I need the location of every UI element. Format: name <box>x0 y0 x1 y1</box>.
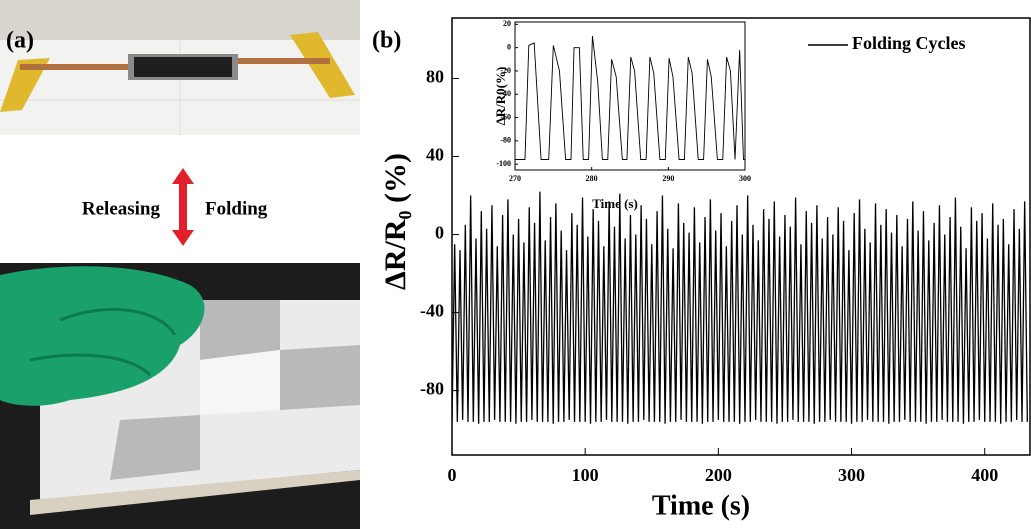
y-tick-label: 0 <box>507 42 511 51</box>
x-axis-label: Time (s) <box>652 490 750 521</box>
y-tick-label: -20 <box>500 66 511 75</box>
plot-area <box>452 191 1028 424</box>
x-tick-label: 0 <box>448 465 457 485</box>
folding-label: Folding <box>205 198 268 219</box>
panel-label: (b) <box>372 28 401 54</box>
double-arrow <box>172 168 194 246</box>
x-tick-label: 100 <box>572 465 599 485</box>
x-tick-label: 400 <box>971 465 998 485</box>
y-tick-label: 0 <box>435 223 444 243</box>
x-tick-label: 300 <box>739 174 751 183</box>
panel-label: (a) <box>6 28 34 54</box>
y-tick-label: -60 <box>500 112 511 121</box>
y-tick-label: -40 <box>500 89 511 98</box>
x-axis-label: Time (s) <box>592 196 638 211</box>
photo-bottom <box>0 263 360 529</box>
y-tick-label: -100 <box>496 159 511 168</box>
x-tick-label: 300 <box>838 465 865 485</box>
y-tick-label: 20 <box>503 19 511 28</box>
plot-frame <box>451 17 1031 456</box>
y-tick-label: 80 <box>426 67 444 87</box>
data-line <box>515 35 745 160</box>
y-tick-label: -80 <box>420 379 444 399</box>
x-tick-label: 200 <box>705 465 732 485</box>
legend-label: Folding Cycles <box>852 33 966 53</box>
x-tick-label: 270 <box>509 174 521 183</box>
y-axis-label: ΔR/R₀ (%) <box>379 153 412 290</box>
photo-top <box>0 0 360 135</box>
plot-frame <box>514 21 746 171</box>
data-line <box>452 191 1028 424</box>
x-tick-label: 290 <box>662 174 674 183</box>
y-tick-label: -40 <box>420 301 444 321</box>
x-tick-label: 280 <box>586 174 598 183</box>
y-tick-label: -80 <box>500 136 511 145</box>
y-axis-label: ΔR/R0(%) <box>493 67 508 126</box>
releasing-label: Releasing <box>82 198 161 219</box>
y-tick-label: 40 <box>426 145 444 165</box>
plot-area <box>515 35 745 160</box>
